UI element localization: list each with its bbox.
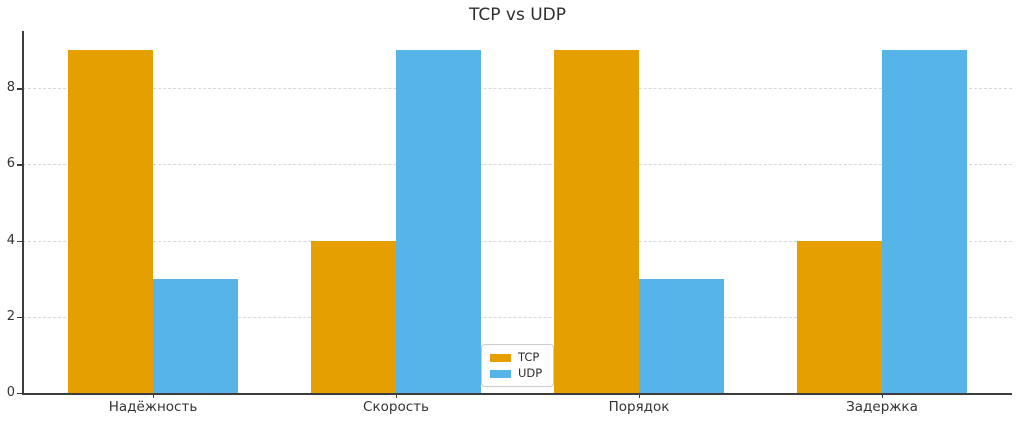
x-tick-label: Скорость: [363, 399, 429, 415]
y-tick-label: 8: [6, 80, 15, 96]
bar-udp-3: [639, 278, 724, 393]
bar-udp-2: [396, 50, 481, 393]
legend-label-tcp: TCP: [518, 350, 540, 364]
y-axis-spine: [22, 31, 24, 393]
y-tick-label: 6: [6, 156, 15, 172]
y-tick-label: 2: [6, 308, 15, 324]
x-tick: [153, 393, 155, 398]
y-tick-label: 0: [6, 385, 15, 400]
y-tick: [17, 393, 23, 395]
bar-udp-1: [153, 278, 238, 393]
x-tick: [882, 393, 884, 398]
x-tick-label: Порядок: [608, 399, 670, 415]
x-tick-label: Задержка: [846, 399, 918, 415]
legend-label-udp: UDP: [518, 366, 543, 380]
tcp-swatch-icon: [490, 353, 511, 362]
bar-tcp-4: [797, 240, 882, 393]
legend: TCP UDP: [481, 344, 554, 387]
y-tick: [17, 164, 23, 166]
legend-item-udp: UDP: [490, 367, 545, 380]
x-tick-label: Надёжность: [108, 399, 198, 415]
legend-item-tcp: TCP: [490, 351, 545, 364]
bar-tcp-1: [68, 50, 153, 393]
udp-swatch-icon: [490, 369, 511, 378]
gridline: [23, 164, 1012, 166]
y-tick-label: 4: [6, 232, 15, 248]
bar-tcp-2: [311, 240, 396, 393]
y-tick: [17, 240, 23, 242]
bar-udp-4: [882, 50, 967, 393]
gridline: [23, 240, 1012, 242]
x-tick: [639, 393, 641, 398]
gridline: [23, 88, 1012, 90]
chart-title: TCP vs UDP: [468, 5, 567, 25]
y-tick: [17, 88, 23, 90]
gridline: [23, 316, 1012, 318]
bar-tcp-3: [554, 50, 639, 393]
x-tick: [396, 393, 398, 398]
x-axis-spine: [22, 393, 1012, 395]
y-tick: [17, 316, 23, 319]
